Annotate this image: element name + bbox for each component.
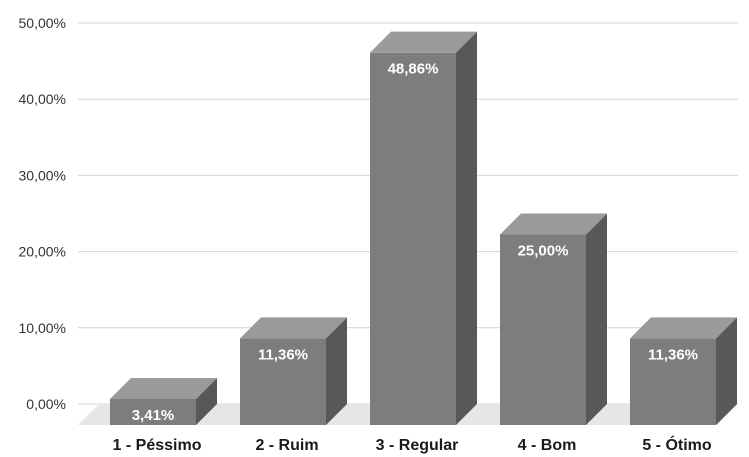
y-tick-label: 40,00% (19, 91, 66, 107)
bar-top-face (240, 317, 347, 339)
y-tick-label: 50,00% (19, 15, 66, 31)
y-tick-label: 10,00% (19, 320, 66, 336)
x-tick-label: 1 - Péssimo (113, 437, 202, 454)
x-tick-label: 4 - Bom (518, 437, 577, 454)
bar-top-face (630, 317, 737, 339)
bar-front-face (500, 234, 586, 425)
bar-top-face (370, 31, 477, 53)
bar-side-face (326, 317, 347, 425)
data-label: 3,41% (132, 407, 175, 424)
x-tick-label: 3 - Regular (376, 437, 459, 454)
bar-2: 11,36% (240, 317, 347, 425)
data-label: 48,86% (388, 61, 439, 78)
bar-front-face (240, 338, 326, 425)
bar-front-face (110, 399, 196, 425)
bar-side-face (456, 31, 477, 426)
bar-top-face (110, 378, 217, 400)
bar-1: 3,41% (110, 378, 217, 425)
bar-front-face (370, 52, 456, 425)
bar-4: 25,00% (500, 213, 607, 425)
bar-front-face (630, 338, 716, 425)
bar-top-face (500, 213, 607, 235)
bar-side-face (196, 378, 217, 425)
y-axis-ticks: 0,00% 10,00% 20,00% 30,00% 40,00% 50,00% (19, 15, 66, 412)
bar-3: 48,86% (370, 31, 477, 426)
x-tick-label: 5 - Ótimo (642, 435, 712, 454)
bar-side-face (716, 317, 737, 425)
y-tick-label: 30,00% (19, 167, 66, 183)
bar-5: 11,36% (630, 317, 737, 425)
data-label: 11,36% (258, 346, 308, 363)
x-axis-categories: 1 - Péssimo 2 - Ruim 3 - Regular 4 - Bom 5 -… (113, 435, 712, 454)
data-label: 25,00% (518, 243, 569, 260)
y-tick-label: 0,00% (26, 396, 66, 412)
x-tick-label: 2 - Ruim (255, 437, 318, 454)
bars: 3,41% 11,36% 48,86% 25,00% 11,36% (110, 31, 737, 426)
data-label: 11,36% (648, 346, 698, 363)
y-tick-label: 20,00% (19, 244, 66, 260)
bar-side-face (586, 213, 607, 425)
